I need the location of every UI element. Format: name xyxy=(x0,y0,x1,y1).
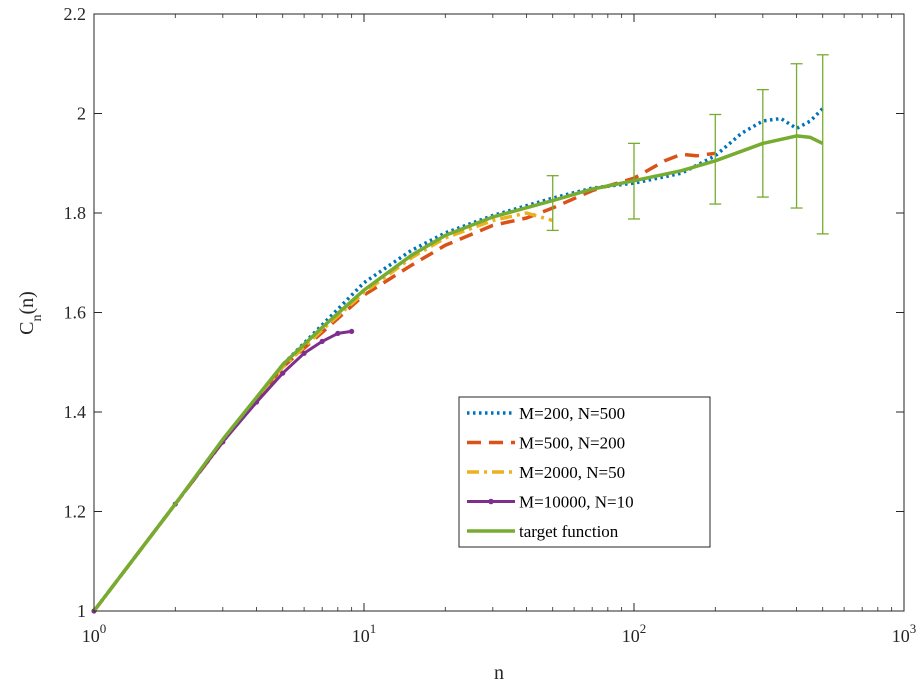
y-tick-label-1: 1.2 xyxy=(64,502,87,522)
x-tick-label-exp-3: 3 xyxy=(910,621,917,636)
legend-label-4: target function xyxy=(519,522,619,541)
legend-marker-3 xyxy=(488,498,494,505)
x-tick-label-3: 103 xyxy=(892,621,917,646)
x-tick-label-0: 100 xyxy=(82,621,107,646)
y-axis-label-sub: n xyxy=(30,314,45,321)
legend-label-0: M=200, N=500 xyxy=(519,404,625,423)
x-tick-label-1: 101 xyxy=(352,621,377,646)
legend-label-2: M=2000, N=50 xyxy=(519,463,625,482)
x-tick-label-exp-0: 0 xyxy=(100,621,107,636)
y-axis-label-main: C xyxy=(16,321,38,334)
x-tick-label-2: 102 xyxy=(622,621,647,646)
x-tick-label-base-1: 10 xyxy=(352,626,370,646)
y-tick-label-6: 2.2 xyxy=(64,4,87,24)
y-tick-label-3: 1.6 xyxy=(64,303,87,323)
y-tick-label-4: 1.8 xyxy=(64,203,87,223)
x-tick-label-base-0: 10 xyxy=(82,626,100,646)
errorbar-layer xyxy=(546,54,829,235)
legend: M=200, N=500 M=500, N=200 M=2000, N=50 M=10… xyxy=(458,396,711,548)
x-tick-label-base-2: 10 xyxy=(622,626,640,646)
y-axis-label: Cn(n) xyxy=(16,291,45,335)
x-tick-label-exp-1: 1 xyxy=(370,621,377,636)
series-layer xyxy=(91,107,824,614)
series-point-3-8 xyxy=(349,328,355,335)
series-point-3-5 xyxy=(301,350,307,356)
series-line-4 xyxy=(92,134,824,613)
y-axis-label-suffix: (n) xyxy=(16,291,38,314)
y-tick-label-5: 2 xyxy=(77,104,86,124)
x-tick-label-exp-2: 2 xyxy=(640,621,647,636)
y-tick-label-2: 1.4 xyxy=(64,402,87,422)
axes-layer xyxy=(93,13,905,612)
legend-label-1: M=500, N=200 xyxy=(519,434,625,453)
x-tick-label-base-3: 10 xyxy=(892,626,910,646)
x-axis-label: n xyxy=(494,662,504,684)
series-point-3-6 xyxy=(319,338,325,344)
legend-label-3: M=10000, N=10 xyxy=(519,493,634,512)
series-point-3-7 xyxy=(335,330,341,336)
y-tick-label-0: 1 xyxy=(77,601,86,621)
series-point-3-4 xyxy=(280,370,286,376)
